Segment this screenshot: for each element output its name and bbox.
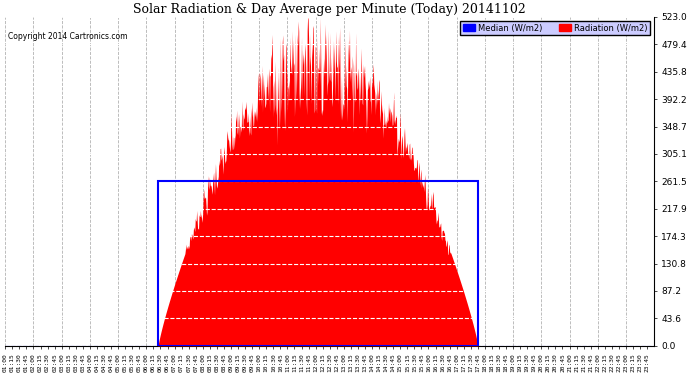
Text: Copyright 2014 Cartronics.com: Copyright 2014 Cartronics.com xyxy=(8,32,128,41)
Title: Solar Radiation & Day Average per Minute (Today) 20141102: Solar Radiation & Day Average per Minute… xyxy=(133,3,526,16)
Legend: Median (W/m2), Radiation (W/m2): Median (W/m2), Radiation (W/m2) xyxy=(460,21,649,35)
Bar xyxy=(158,182,478,346)
